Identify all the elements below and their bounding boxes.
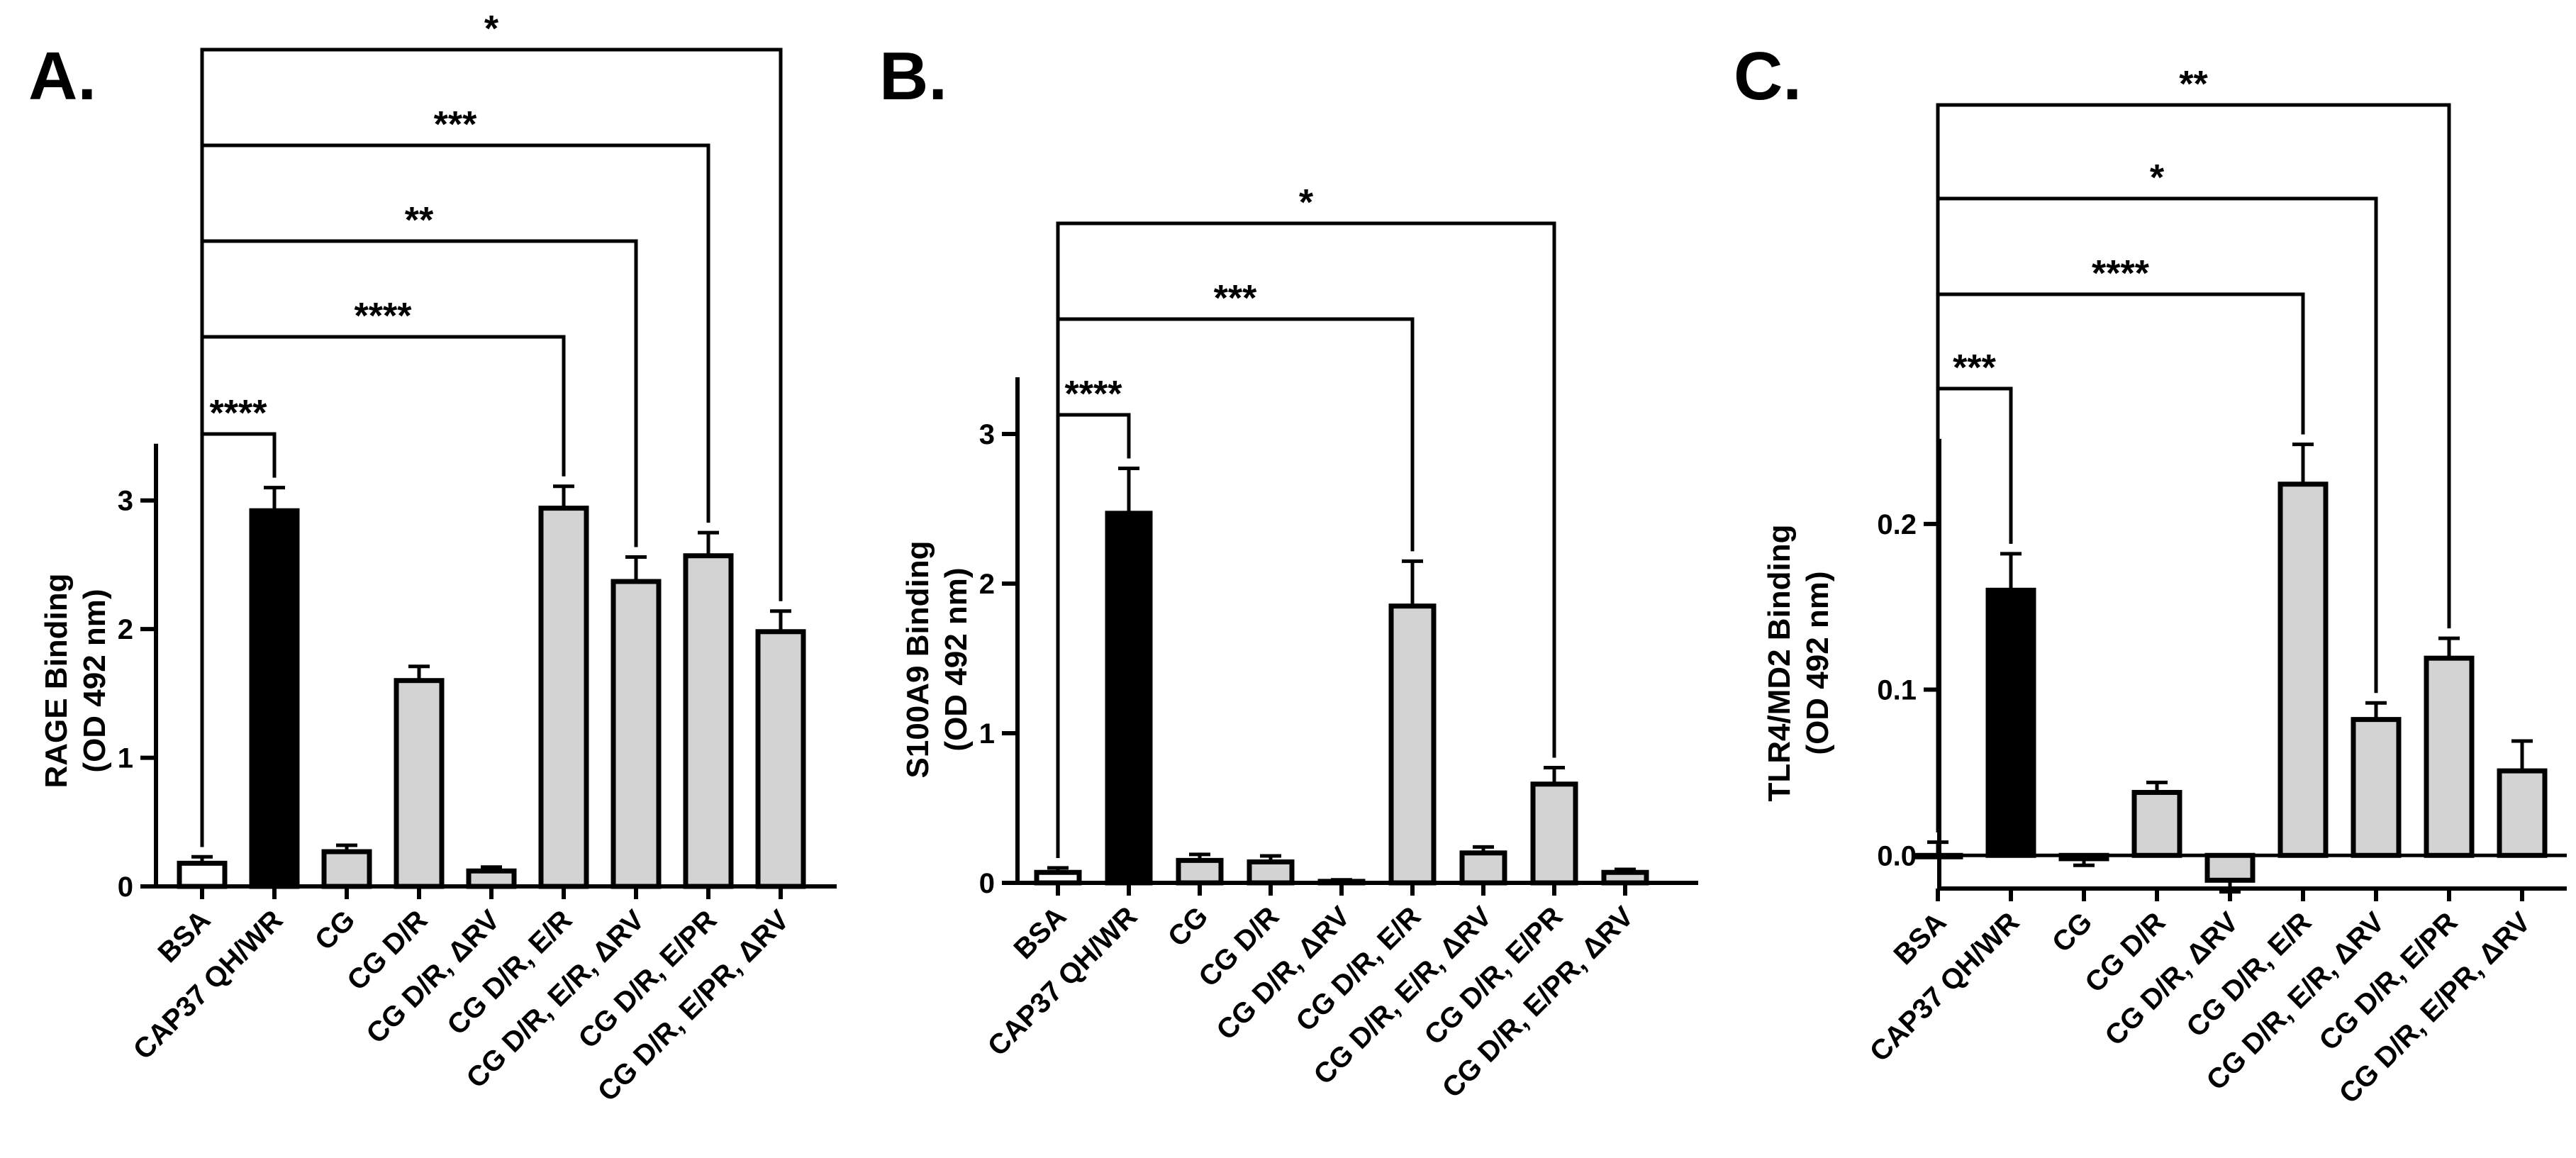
- y-tick-label: 3: [979, 419, 995, 450]
- y-tick-label: 1: [118, 743, 133, 774]
- significance-bracket: [1936, 103, 2451, 833]
- bar-5: [2204, 852, 2256, 883]
- bar-3: [2058, 852, 2109, 862]
- bar-8: [1530, 781, 1578, 886]
- y-axis-title-line1: S100A9 Binding: [901, 541, 935, 779]
- panel-label: A.: [28, 38, 96, 114]
- y-axis-title: TLR4/MD2 Binding (OD 492 nm): [1762, 524, 1835, 801]
- x-category-label: BSA: [152, 904, 217, 969]
- y-tick-label: 0: [118, 872, 133, 903]
- y-axis-title-line2: (OD 492 nm): [1800, 571, 1835, 755]
- bar-9: [2497, 768, 2548, 858]
- panel-label: C.: [1734, 38, 1802, 114]
- bar-7: [610, 579, 662, 889]
- x-category-label: BSA: [1008, 901, 1073, 965]
- significance-label: ****: [210, 393, 268, 434]
- bar-7: [2351, 717, 2402, 858]
- bar-3: [1176, 857, 1224, 886]
- significance-label: ***: [1214, 278, 1257, 319]
- bar-9: [1601, 869, 1649, 886]
- significance-label: *: [484, 9, 499, 50]
- significance-label: ****: [355, 296, 413, 337]
- panel-label: B.: [879, 38, 947, 114]
- y-tick-label: 0.1: [1877, 675, 1917, 706]
- bar-3: [321, 849, 372, 889]
- y-tick-label: 0.2: [1877, 509, 1917, 540]
- y-tick-label: 0.0: [1877, 840, 1917, 872]
- chart-panel-2: B.S100A9 Binding (OD 492 nm)0123BSACAP37 …: [879, 38, 1698, 1104]
- bar-6: [538, 506, 589, 889]
- bar-1: [177, 860, 228, 889]
- significance-label: *: [2150, 157, 2165, 199]
- bar-8: [683, 553, 734, 889]
- x-category-label: BSA: [1888, 906, 1953, 971]
- bar-7: [1459, 850, 1507, 886]
- y-tick-label: 2: [118, 614, 133, 645]
- bar-6: [2277, 481, 2329, 858]
- significance-label: ***: [434, 104, 477, 145]
- bar-8: [2424, 655, 2475, 858]
- bar-2: [1105, 511, 1153, 886]
- significance-label: ****: [1065, 374, 1123, 415]
- bar-1: [1912, 852, 1963, 859]
- bar-9: [755, 629, 806, 889]
- significance-bracket: [200, 48, 783, 847]
- bar-2: [249, 508, 300, 889]
- significance-label: ****: [2092, 253, 2150, 294]
- y-tick-label: 0: [979, 868, 995, 899]
- y-tick-label: 2: [979, 569, 995, 600]
- y-tick-label: 1: [979, 718, 995, 750]
- bar-4: [2131, 789, 2182, 858]
- bar-1: [1034, 869, 1082, 886]
- bar-5: [466, 868, 517, 889]
- significance-label: **: [2179, 64, 2208, 105]
- chart-panel-3: C. TLR4/MD2 Binding (OD 492 nm) 0.0 0.1 0.2 BS…: [1734, 38, 2567, 1110]
- bar-4: [1247, 859, 1295, 886]
- bar-2: [1985, 587, 2036, 858]
- significance-label: *: [1299, 182, 1314, 223]
- y-tick-label: 3: [118, 486, 133, 517]
- bar-6: [1388, 603, 1437, 886]
- y-axis-title-line2: (OD 492 nm): [77, 589, 112, 772]
- significance-label: **: [405, 200, 434, 241]
- x-category-label: CG D/R, E/R: [441, 904, 578, 1041]
- x-category-label: CG: [2046, 906, 2099, 959]
- significance-bracket: [1056, 221, 1556, 858]
- significance-label: ***: [1953, 347, 1996, 389]
- bar-4: [394, 678, 445, 889]
- y-axis-title: S100A9 Binding (OD 492 nm): [901, 541, 974, 779]
- x-category-label: CG: [309, 904, 362, 957]
- y-axis-title-line2: (OD 492 nm): [939, 567, 974, 751]
- x-category-label: CG: [1162, 901, 1215, 953]
- y-axis-title-line1: RAGE Binding: [39, 573, 74, 788]
- y-axis-title: RAGE Binding (OD 492 nm): [39, 573, 112, 788]
- y-axis-title-line1: TLR4/MD2 Binding: [1762, 524, 1797, 801]
